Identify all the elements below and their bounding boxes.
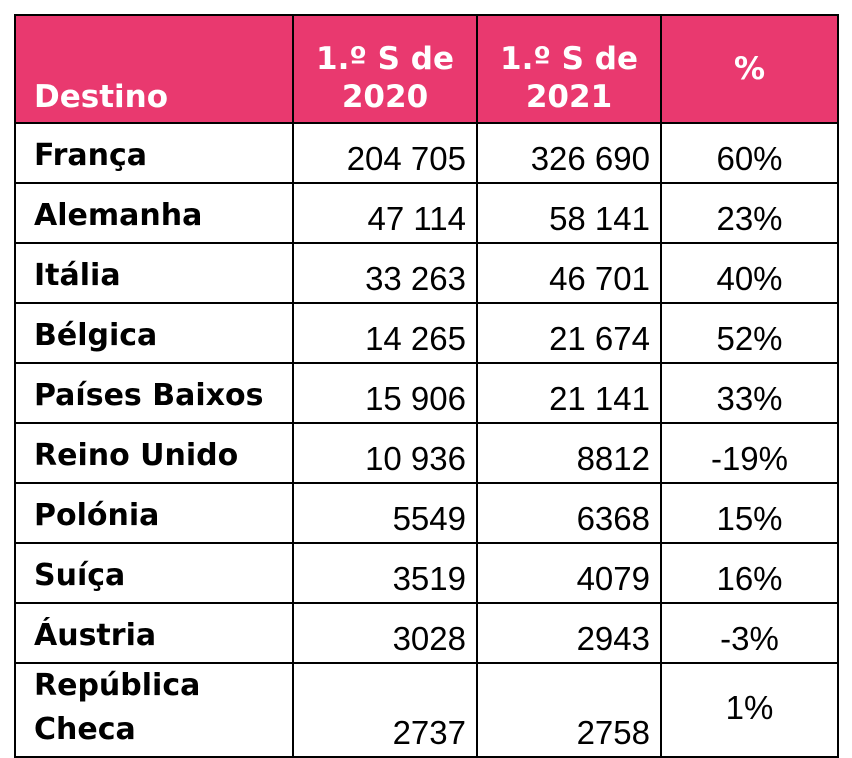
cell-s2020: 5549 <box>292 482 478 544</box>
cell-pct: -19% <box>660 422 839 484</box>
cell-s2021: 46 701 <box>476 242 662 304</box>
cell-s2021: 2943 <box>476 602 662 664</box>
table-row: Países Baixos 15 906 21 141 33% <box>14 362 839 424</box>
data-table: Destino 1.º S de 2020 1.º S de 2021 % Fr… <box>14 14 839 758</box>
cell-pct: 1% <box>660 662 839 758</box>
cell-pct: 60% <box>660 122 839 184</box>
cell-pct: 15% <box>660 482 839 544</box>
cell-destino: Bélgica <box>14 302 294 364</box>
cell-s2021: 4079 <box>476 542 662 604</box>
header-pct: % <box>660 14 839 124</box>
cell-destino: Suíça <box>14 542 294 604</box>
cell-pct: 40% <box>660 242 839 304</box>
cell-pct: 33% <box>660 362 839 424</box>
cell-destino: Polónia <box>14 482 294 544</box>
cell-s2020: 2737 <box>292 662 478 758</box>
table-row: Áustria 3028 2943 -3% <box>14 602 839 664</box>
cell-s2020: 14 265 <box>292 302 478 364</box>
cell-destino: Países Baixos <box>14 362 294 424</box>
cell-pct: 16% <box>660 542 839 604</box>
table-row: França 204 705 326 690 60% <box>14 122 839 184</box>
table-row: Itália 33 263 46 701 40% <box>14 242 839 304</box>
cell-pct: 52% <box>660 302 839 364</box>
cell-s2021: 8812 <box>476 422 662 484</box>
header-destino: Destino <box>14 14 294 124</box>
cell-s2020: 33 263 <box>292 242 478 304</box>
table-row: República Checa 2737 2758 1% <box>14 662 839 758</box>
cell-s2020: 3028 <box>292 602 478 664</box>
cell-destino: República Checa <box>14 662 294 758</box>
cell-destino: Reino Unido <box>14 422 294 484</box>
cell-s2021: 21 141 <box>476 362 662 424</box>
cell-s2021: 21 674 <box>476 302 662 364</box>
cell-destino: Alemanha <box>14 182 294 244</box>
table-body: França 204 705 326 690 60% Alemanha 47 114 58 … <box>14 122 839 758</box>
header-s2020: 1.º S de 2020 <box>292 14 478 124</box>
table-row: Alemanha 47 114 58 141 23% <box>14 182 839 244</box>
cell-s2021: 6368 <box>476 482 662 544</box>
header-row: Destino 1.º S de 2020 1.º S de 2021 % <box>14 14 839 124</box>
cell-destino: França <box>14 122 294 184</box>
header-s2021: 1.º S de 2021 <box>476 14 662 124</box>
cell-destino: Itália <box>14 242 294 304</box>
table-row: Polónia 5549 6368 15% <box>14 482 839 544</box>
cell-s2020: 10 936 <box>292 422 478 484</box>
cell-s2021: 58 141 <box>476 182 662 244</box>
cell-s2020: 15 906 <box>292 362 478 424</box>
cell-s2020: 204 705 <box>292 122 478 184</box>
cell-destino: Áustria <box>14 602 294 664</box>
table-row: Suíça 3519 4079 16% <box>14 542 839 604</box>
cell-pct: -3% <box>660 602 839 664</box>
cell-pct: 23% <box>660 182 839 244</box>
cell-s2020: 47 114 <box>292 182 478 244</box>
cell-s2021: 2758 <box>476 662 662 758</box>
cell-s2021: 326 690 <box>476 122 662 184</box>
table-row: Bélgica 14 265 21 674 52% <box>14 302 839 364</box>
table-row: Reino Unido 10 936 8812 -19% <box>14 422 839 484</box>
table-header: Destino 1.º S de 2020 1.º S de 2021 % <box>14 14 839 124</box>
cell-s2020: 3519 <box>292 542 478 604</box>
